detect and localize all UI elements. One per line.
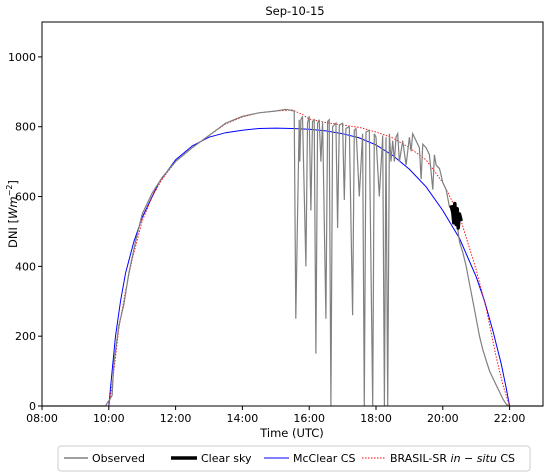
y-axis-label-exp: −2 [5, 185, 14, 197]
legend-label-clear-sky: Clear sky [201, 452, 252, 465]
plot-frame [41, 21, 544, 407]
y-tick-label: 400 [15, 260, 36, 273]
x-axis-label: Time (UTC) [259, 426, 324, 440]
legend-label-mcclear: McClear CS [293, 452, 355, 465]
legend-label-observed: Observed [92, 452, 145, 465]
x-tick-label: 20:00 [427, 412, 459, 425]
x-tick-label: 16:00 [293, 412, 325, 425]
chart-title: Sep-10-15 [265, 4, 324, 18]
y-tick-label: 0 [29, 400, 36, 413]
legend-label-brasil-sr-suffix: CS [497, 452, 515, 465]
y-axis-label: DNI [Wm−2] [5, 180, 20, 248]
x-tick-label: 10:00 [93, 412, 125, 425]
x-tick-label: 18:00 [360, 412, 392, 425]
x-tick-label: 14:00 [227, 412, 259, 425]
x-tick-label: 22:00 [494, 412, 526, 425]
y-tick-label: 600 [15, 191, 36, 204]
y-axis-label-close: ] [6, 180, 20, 185]
series-clear-sky [449, 201, 463, 230]
y-axis: 0 200 400 600 800 1000 [8, 51, 42, 413]
y-tick-label: 200 [15, 330, 36, 343]
plot-area [41, 21, 544, 407]
legend-box [57, 445, 531, 472]
x-axis: 08:00 10:00 12:00 14:00 16:00 18:00 20:00 22:00 [26, 406, 525, 425]
legend-label-brasil-sr: BRASIL-SR in − situ CS [390, 452, 515, 465]
y-axis-label-main: DNI [ [6, 219, 20, 248]
y-axis-label-unit: Wm [6, 196, 20, 219]
legend: Observed Clear sky McClear CS BRASIL-SR … [57, 445, 531, 472]
x-tick-label: 12:00 [160, 412, 192, 425]
series-layer [42, 108, 543, 407]
x-tick-label: 08:00 [26, 412, 58, 425]
legend-label-brasil-sr-prefix: BRASIL-SR [390, 452, 451, 465]
y-tick-label: 1000 [8, 51, 36, 64]
legend-label-brasil-sr-italic: in − situ [451, 452, 497, 465]
plot-background [42, 22, 543, 406]
y-tick-label: 800 [15, 121, 36, 134]
